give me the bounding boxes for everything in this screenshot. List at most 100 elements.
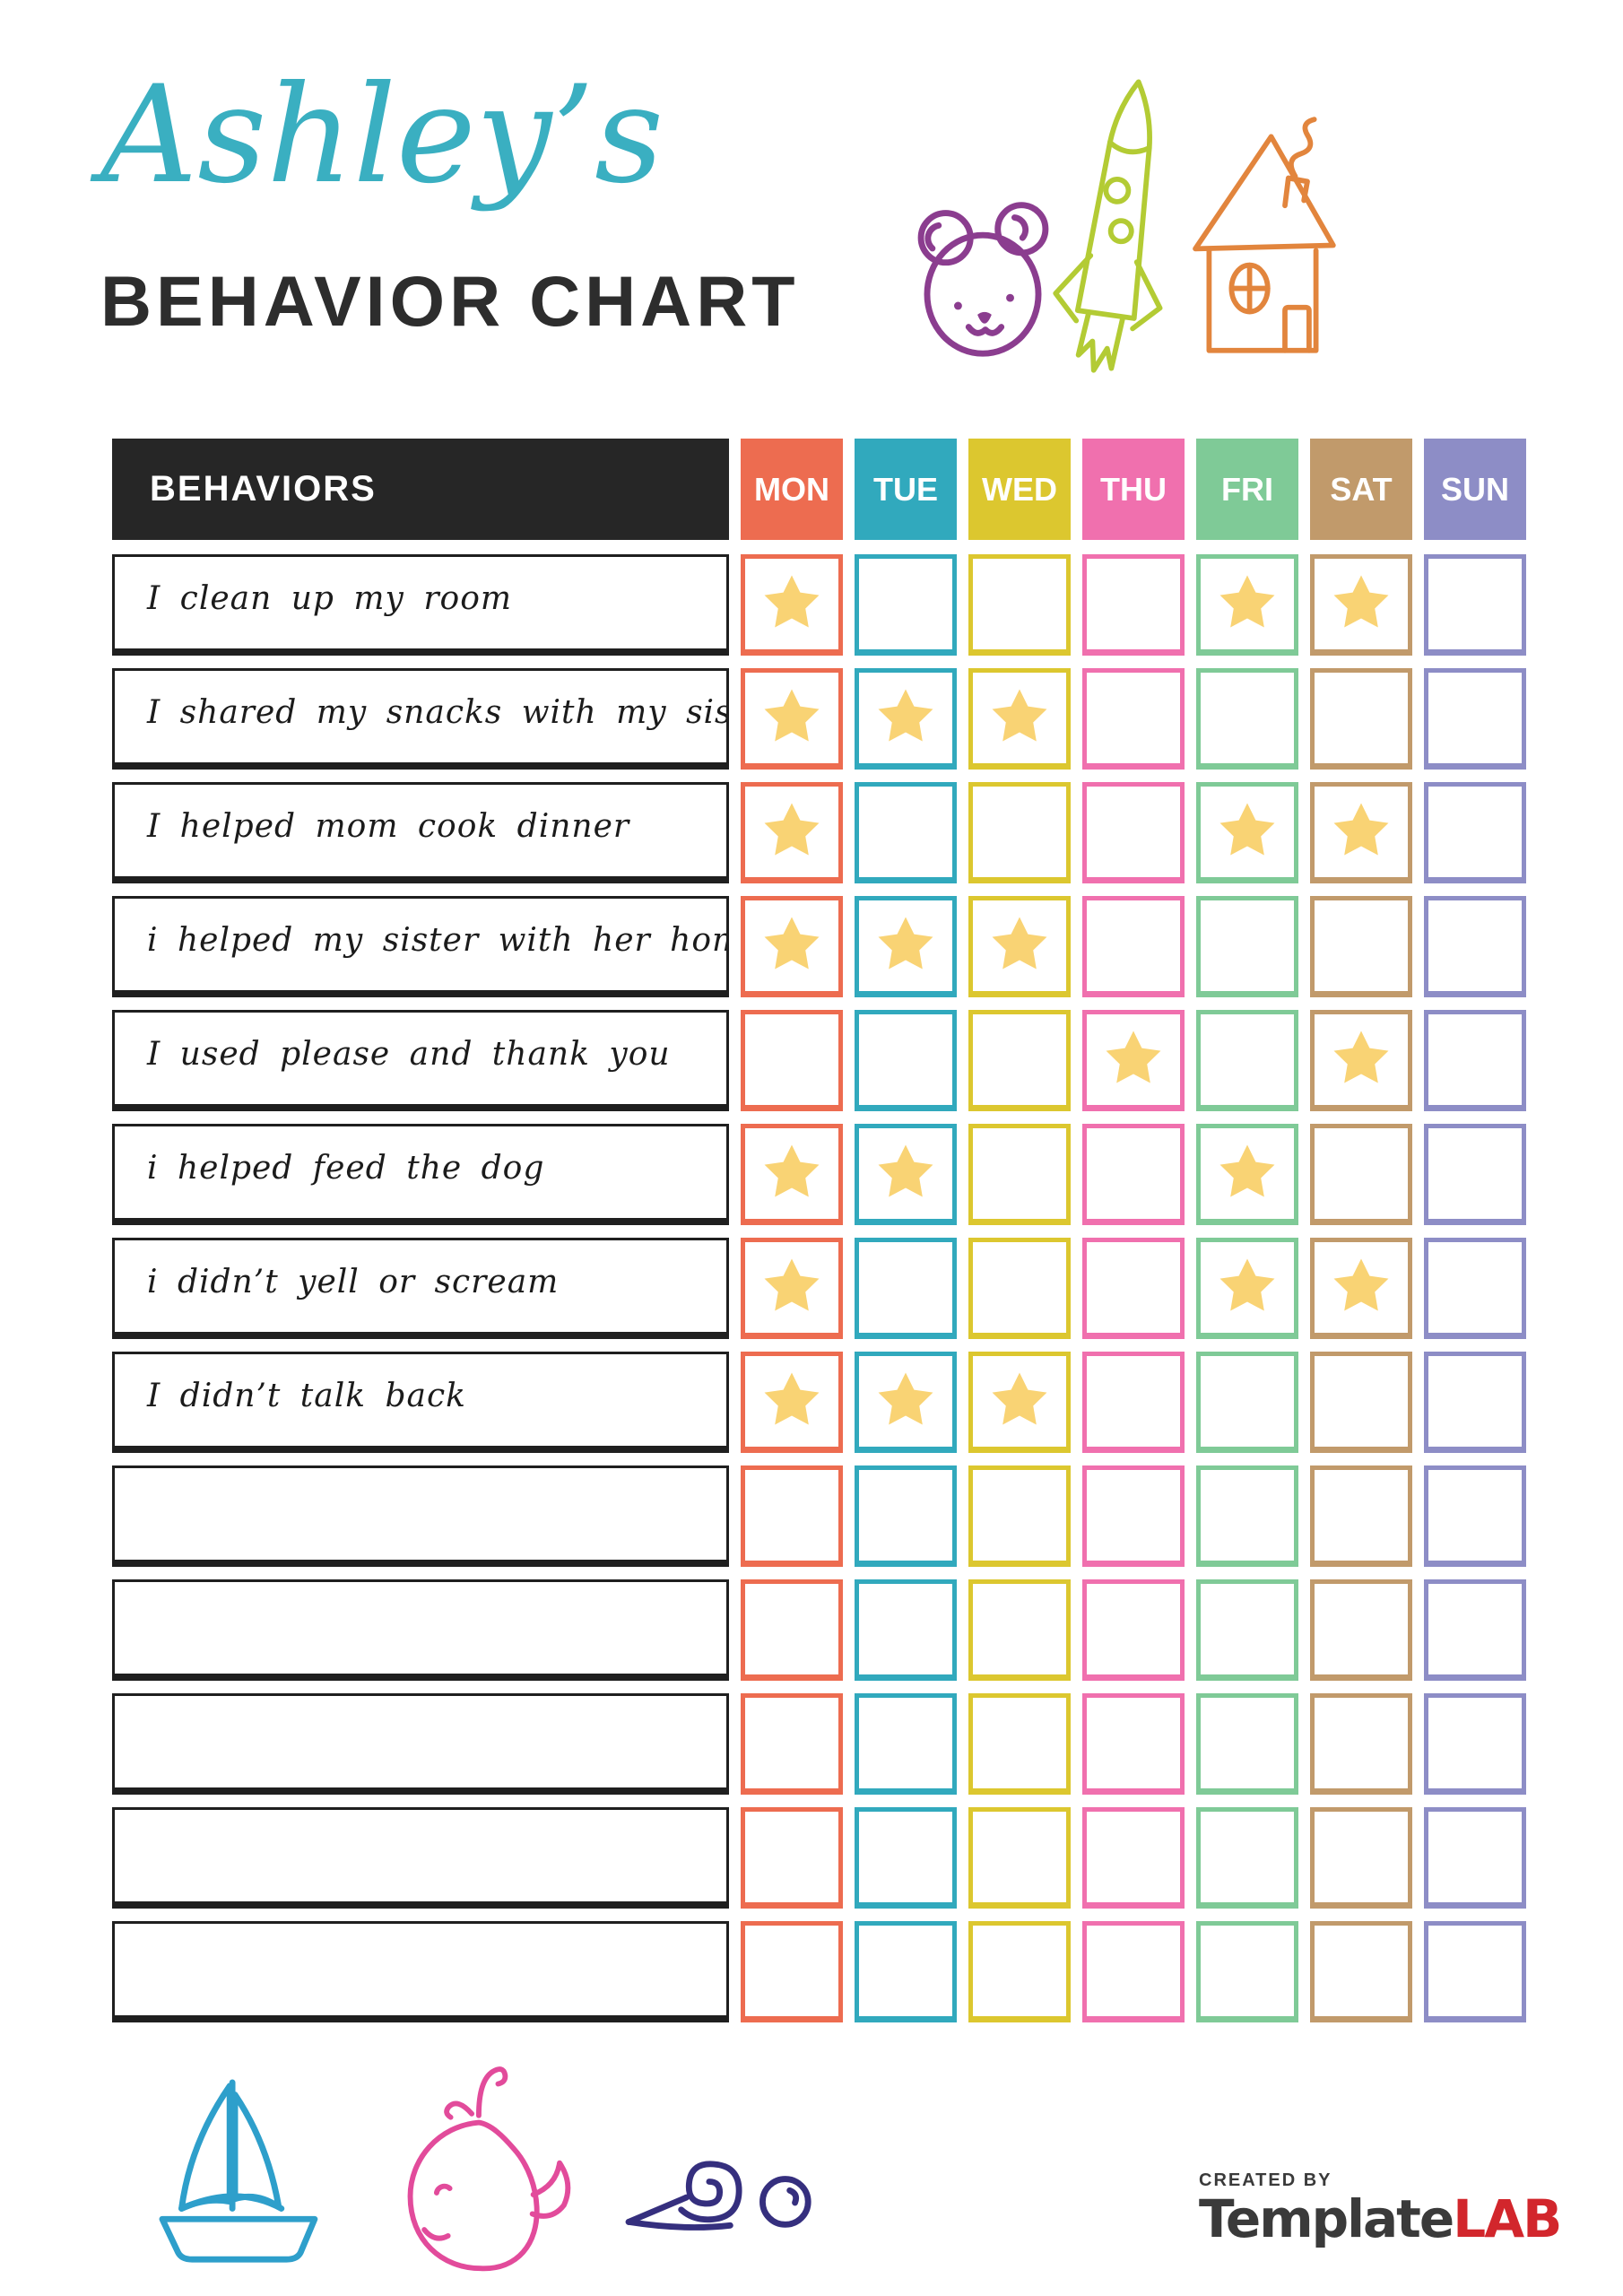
star-icon	[878, 917, 933, 969]
day-cell-mon	[741, 896, 843, 997]
day-cell-fri	[1196, 1352, 1298, 1453]
day-cell-wed	[968, 1010, 1071, 1111]
star-icon	[1219, 1258, 1275, 1310]
day-cell-thu	[1082, 668, 1185, 770]
day-cell-fri	[1196, 1465, 1298, 1567]
day-cell-wed	[968, 554, 1071, 656]
day-cell-wed	[968, 1352, 1071, 1453]
rocket-icon	[1051, 74, 1184, 393]
day-cell-fri	[1196, 554, 1298, 656]
star-icon	[764, 1258, 820, 1310]
day-cell-fri	[1196, 1693, 1298, 1795]
day-cell-fri	[1196, 782, 1298, 883]
day-cell-fri	[1196, 1238, 1298, 1339]
day-cell-fri	[1196, 1124, 1298, 1225]
day-cell-tue	[855, 554, 957, 656]
behavior-row	[112, 1465, 1526, 1567]
day-cell-thu	[1082, 1807, 1185, 1909]
day-cell-wed	[968, 896, 1071, 997]
star-icon	[1219, 1144, 1275, 1196]
day-cell-sat	[1310, 1010, 1412, 1111]
star-icon	[764, 689, 820, 741]
day-cell-wed	[968, 782, 1071, 883]
star-icon	[764, 1144, 820, 1196]
day-cell-wed	[968, 1465, 1071, 1567]
star-icon	[992, 1372, 1047, 1424]
behavior-row	[112, 1579, 1526, 1681]
behavior-row: i helped feed the dog	[112, 1124, 1526, 1225]
day-header-sun: SUN	[1424, 439, 1526, 540]
star-icon	[1106, 1031, 1161, 1083]
day-cell-fri	[1196, 1579, 1298, 1681]
star-icon	[764, 917, 820, 969]
behavior-row	[112, 1693, 1526, 1795]
star-icon	[764, 575, 820, 627]
brand-primary: Template	[1199, 2188, 1454, 2249]
day-cell-thu	[1082, 554, 1185, 656]
behavior-row: i didn’t yell or scream	[112, 1238, 1526, 1339]
day-cell-sat	[1310, 1693, 1412, 1795]
day-cell-sun	[1424, 1465, 1526, 1567]
sailboat-icon	[135, 2077, 339, 2266]
day-cell-wed	[968, 1238, 1071, 1339]
day-cell-wed	[968, 1579, 1071, 1681]
behavior-label: I clean up my room	[112, 554, 729, 656]
day-cell-sat	[1310, 1579, 1412, 1681]
templatelab-logo: CREATED BY TemplateLAB	[1199, 2170, 1562, 2245]
day-cell-tue	[855, 1579, 957, 1681]
day-cell-sun	[1424, 1238, 1526, 1339]
day-cell-wed	[968, 1807, 1071, 1909]
day-cell-thu	[1082, 896, 1185, 997]
day-cell-thu	[1082, 1921, 1185, 2022]
child-name: Ashley’s	[100, 57, 664, 213]
star-icon	[878, 1144, 933, 1196]
day-cell-tue	[855, 1921, 957, 2022]
day-cell-mon	[741, 1693, 843, 1795]
day-cell-sat	[1310, 1465, 1412, 1567]
star-icon	[1219, 803, 1275, 855]
behavior-row: I helped mom cook dinner	[112, 782, 1526, 883]
day-header-wed: WED	[968, 439, 1071, 540]
day-cell-sun	[1424, 1579, 1526, 1681]
star-icon	[1333, 803, 1389, 855]
table-body: I clean up my room I shared my snacks wit…	[112, 554, 1526, 2022]
day-cell-sat	[1310, 1124, 1412, 1225]
behavior-label	[112, 1807, 729, 1909]
day-cell-thu	[1082, 1693, 1185, 1795]
day-cell-sat	[1310, 1807, 1412, 1909]
day-cell-sat	[1310, 668, 1412, 770]
day-header-fri: FRI	[1196, 439, 1298, 540]
day-cell-sun	[1424, 1921, 1526, 2022]
behaviors-column-header: BEHAVIORS	[112, 439, 729, 540]
behavior-row: I didn’t talk back	[112, 1352, 1526, 1453]
day-cell-mon	[741, 1010, 843, 1111]
day-cell-wed	[968, 1921, 1071, 2022]
star-icon	[1333, 1258, 1389, 1310]
behavior-label: i didn’t yell or scream	[112, 1238, 729, 1339]
star-icon	[1333, 575, 1389, 627]
behavior-label: I didn’t talk back	[112, 1352, 729, 1453]
behavior-row: I used please and thank you	[112, 1010, 1526, 1111]
behavior-row	[112, 1921, 1526, 2022]
star-icon	[992, 689, 1047, 741]
day-cell-thu	[1082, 1238, 1185, 1339]
behavior-row: i helped my sister with her homework	[112, 896, 1526, 997]
day-cell-sun	[1424, 1807, 1526, 1909]
day-cell-fri	[1196, 1010, 1298, 1111]
star-icon	[1219, 575, 1275, 627]
day-cell-tue	[855, 1465, 957, 1567]
day-cell-thu	[1082, 1579, 1185, 1681]
day-cell-sun	[1424, 1693, 1526, 1795]
behavior-label: i helped feed the dog	[112, 1124, 729, 1225]
house-icon	[1184, 100, 1341, 368]
day-cell-mon	[741, 554, 843, 656]
day-header-thu: THU	[1082, 439, 1185, 540]
table-header-row: BEHAVIORS MON TUE WED THU FRI SAT SUN	[112, 439, 1526, 540]
behavior-row: I clean up my room	[112, 554, 1526, 656]
day-cell-mon	[741, 1238, 843, 1339]
day-cell-mon	[741, 782, 843, 883]
brand-accent: LAB	[1453, 2188, 1562, 2249]
day-cell-sat	[1310, 554, 1412, 656]
day-cell-tue	[855, 668, 957, 770]
day-cell-wed	[968, 668, 1071, 770]
